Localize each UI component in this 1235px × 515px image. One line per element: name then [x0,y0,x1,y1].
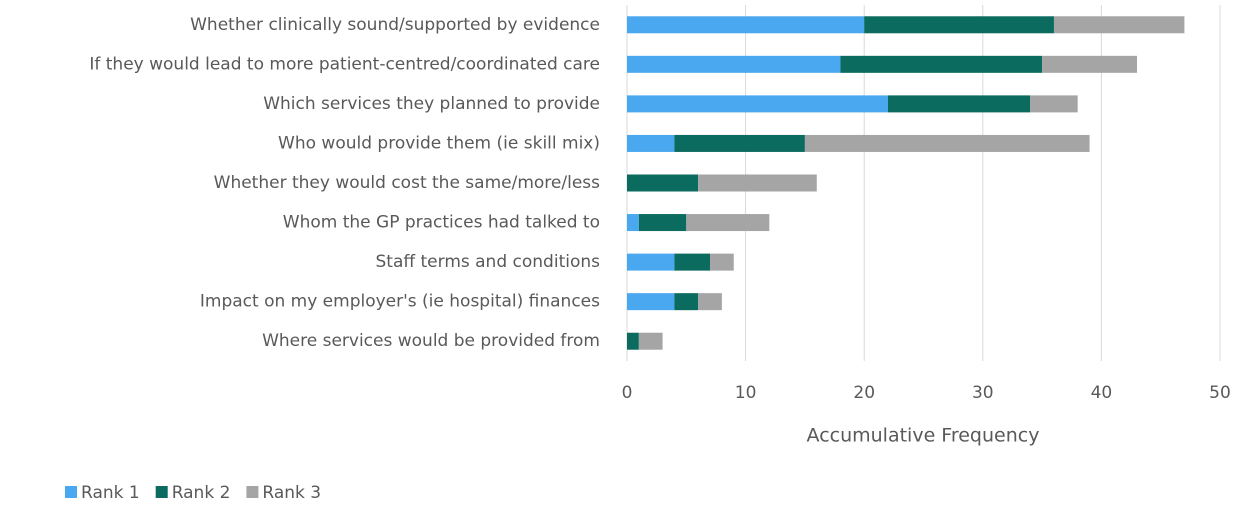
x-axis-title: Accumulative Frequency [807,425,1040,447]
bar-segment [840,55,1043,73]
y-tick-label: Who would provide them (ie skill mix) [278,133,600,153]
bar-segment [638,332,663,350]
x-tick-label: 10 [735,383,757,403]
x-tick-label: 20 [853,383,875,403]
bar-segment [674,253,711,271]
y-tick-label: Whom the GP practices had talked to [283,213,600,233]
y-tick-label: Whether they would cost the same/more/le… [214,173,600,193]
bar-segment [1053,16,1185,34]
x-tick-label: 30 [972,383,994,403]
bar-segment [627,332,639,350]
bar-segment [627,214,639,232]
bar-segment [627,55,841,73]
bar-segment [627,174,699,192]
y-tick-label: Impact on my employer's (ie hospital) fi… [200,292,600,312]
legend-swatch [155,486,168,498]
y-tick-label: Which services they planned to provide [263,94,600,114]
bar-segment [674,293,699,311]
bar-segment [627,293,675,311]
bar-segment [1030,95,1078,113]
x-tick-label: 50 [1209,383,1231,403]
bar-segment [638,214,687,232]
legend-swatch [246,486,259,498]
bar-segment [864,16,1054,34]
bar-segment [686,214,770,232]
y-tick-label: Staff terms and conditions [376,252,601,272]
bar-segment [627,253,675,271]
x-tick-label: 40 [1091,383,1113,403]
y-tick-label: Where services would be provided from [262,331,600,351]
legend-label: Rank 3 [262,483,321,503]
x-tick-label: 0 [622,383,633,403]
bar-segment [627,16,865,34]
legend-label: Rank 1 [81,483,140,503]
bar-segment [627,134,675,152]
bar-segment [674,134,805,152]
legend-label: Rank 2 [172,483,231,503]
y-tick-label: If they would lead to more patient-centr… [89,54,600,74]
bar-segment [710,253,734,271]
bar-segment [698,174,817,192]
y-tick-label: Whether clinically sound/supported by ev… [190,15,600,35]
bar-segment [627,95,888,113]
bar-segment [1042,55,1137,73]
bar-segment [804,134,1090,152]
bar-segment [887,95,1031,113]
bar-segment [698,293,722,311]
legend-swatch [65,486,77,498]
